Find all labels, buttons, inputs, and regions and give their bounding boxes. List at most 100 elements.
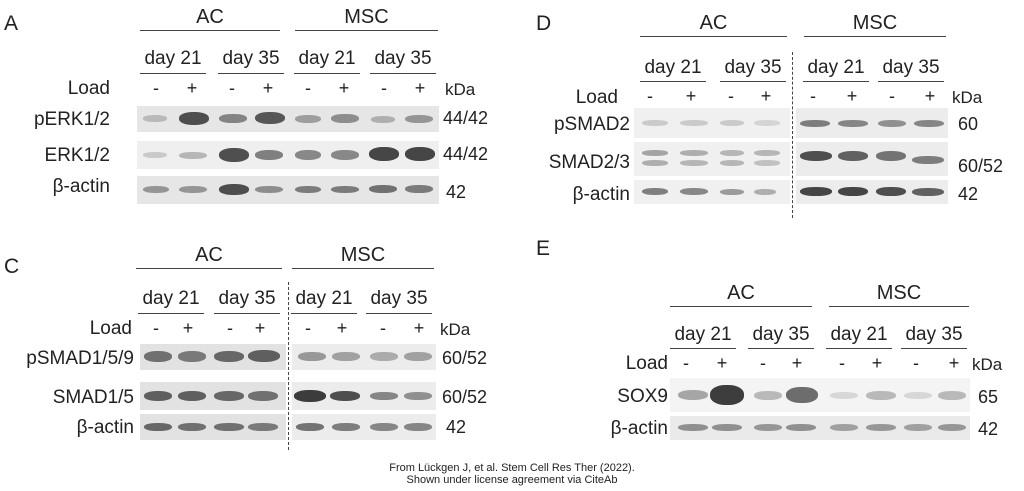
kda-label: kDa: [952, 88, 983, 107]
blot-band: [404, 423, 432, 431]
day-underline: [366, 313, 432, 314]
separator-dashed-line: [792, 52, 793, 218]
blot-band: [710, 385, 744, 405]
mw-label: 42: [446, 182, 467, 202]
day-label: day 21: [142, 288, 200, 309]
blot-band: [754, 391, 782, 400]
group-underline: [140, 30, 280, 31]
load-sign: +: [182, 318, 194, 338]
load-sign: -: [381, 78, 387, 98]
group-label-msc: MSC: [876, 282, 922, 304]
blot-band: [214, 423, 244, 431]
blot-band: [255, 150, 283, 160]
load-sign: -: [153, 78, 159, 98]
row-label: β-actin: [52, 176, 110, 197]
day-label: day 21: [295, 288, 353, 309]
blot-band: [144, 423, 172, 431]
load-sign: -: [647, 86, 653, 106]
blot-band: [296, 423, 324, 431]
day-label: day 35: [374, 48, 432, 69]
blot-band: [369, 185, 397, 193]
blot-band: [912, 156, 944, 164]
blot-band: [298, 352, 326, 361]
panel-letter: D: [536, 12, 552, 35]
blot-strip: [634, 180, 790, 204]
blot-band: [642, 120, 668, 126]
blot-band: [331, 150, 359, 160]
day-label: day 21: [807, 57, 865, 78]
blot-band: [331, 186, 359, 193]
day-label: day 21: [674, 324, 732, 345]
load-sign: -: [380, 318, 386, 338]
blot-band: [248, 391, 278, 401]
load-sign: +: [413, 318, 425, 338]
load-sign: +: [846, 86, 858, 106]
blot-band: [642, 188, 668, 195]
day-label: day 35: [222, 48, 280, 69]
load-sign: -: [760, 353, 766, 373]
mw-label: 65: [978, 387, 999, 407]
blot-strip: [137, 176, 439, 204]
panel-letter: A: [4, 12, 19, 35]
day-label: day 35: [882, 57, 940, 78]
group-label-msc: MSC: [340, 244, 386, 266]
blot-band: [248, 423, 278, 431]
blot-strip: [796, 180, 948, 204]
blot-band: [876, 151, 906, 161]
blot-band: [866, 391, 896, 400]
load-sign: -: [227, 318, 233, 338]
blot-band: [720, 189, 744, 195]
day-underline: [748, 348, 814, 349]
day-underline: [640, 81, 706, 82]
mw-label: 42: [978, 419, 999, 439]
blot-band: [255, 112, 285, 124]
blot-band: [800, 120, 830, 127]
blot-band: [642, 160, 668, 166]
load-sign: +: [338, 78, 350, 98]
row-label: SOX9: [617, 386, 668, 407]
blot-strip: [292, 344, 436, 370]
group-label-ac: AC: [699, 12, 728, 34]
blot-band: [786, 387, 818, 403]
group-underline: [295, 30, 438, 31]
kda-label: kDa: [440, 320, 471, 339]
row-label: β-actin: [572, 184, 630, 205]
day-underline: [826, 348, 892, 349]
blot-band: [754, 424, 782, 431]
day-underline: [720, 81, 786, 82]
blot-band: [754, 189, 776, 195]
blot-band: [295, 115, 321, 123]
load-sign: -: [839, 353, 845, 373]
blot-band: [143, 186, 169, 193]
blot-strip: [796, 108, 948, 138]
blot-band: [642, 150, 668, 156]
blot-band: [866, 424, 896, 431]
row-label: SMAD2/3: [548, 152, 630, 173]
day-label: day 35: [218, 288, 276, 309]
load-sign: +: [716, 353, 728, 373]
load-sign: -: [728, 86, 734, 106]
load-sign: +: [948, 353, 960, 373]
day-label: day 21: [644, 57, 702, 78]
mw-label: 60/52: [958, 156, 1004, 176]
blot-band: [178, 351, 206, 362]
blot-band: [904, 392, 932, 399]
load-sign: -: [229, 78, 235, 98]
row-label: ERK1/2: [44, 145, 110, 166]
load-label: Load: [89, 318, 132, 339]
blot-band: [712, 424, 742, 431]
load-sign: -: [683, 353, 689, 373]
blot-band: [370, 352, 398, 361]
blot-band: [332, 352, 360, 361]
day-underline: [214, 313, 280, 314]
blot-strip: [292, 414, 436, 440]
blot-band: [914, 120, 944, 127]
blot-band: [143, 152, 167, 158]
blot-band: [754, 160, 780, 166]
blot-band: [179, 186, 207, 193]
group-label-msc: MSC: [852, 12, 898, 34]
blot-band: [330, 391, 360, 401]
load-sign: -: [305, 318, 311, 338]
load-label: Load: [575, 87, 618, 108]
kda-label: kDa: [445, 80, 476, 99]
